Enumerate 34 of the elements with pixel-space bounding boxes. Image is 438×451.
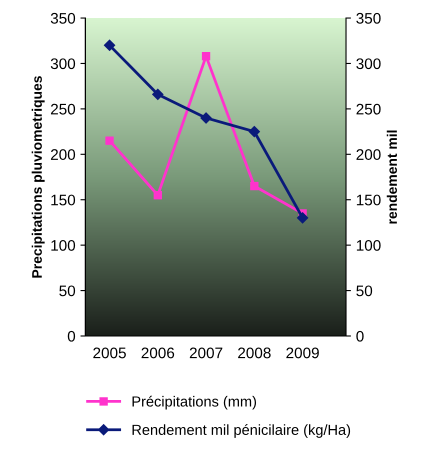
- y2-tick-label: 100: [356, 240, 381, 251]
- y2-tick-label: 200: [356, 149, 381, 160]
- legend-label: Précipitations (mm): [132, 396, 256, 410]
- legend-label: Rendement mil pénicilaire (kg/Ha): [132, 424, 350, 438]
- y-tick-label: 200: [50, 149, 76, 160]
- point: [296, 212, 308, 224]
- y2-tick-label: 350: [356, 12, 381, 24]
- y2-tick-label: 50: [356, 285, 372, 296]
- y-tick-label: 150: [51, 194, 76, 206]
- y2-axis-title: rendement mil: [386, 130, 397, 224]
- y-tick-label: 100: [51, 240, 76, 251]
- y-tick-label: 50: [59, 285, 76, 296]
- point: [154, 191, 162, 200]
- y-tick-label: 0: [68, 330, 76, 342]
- y2-tick-label: 250: [356, 104, 381, 115]
- point: [202, 52, 210, 60]
- y-tick-label: 300: [50, 58, 76, 70]
- point: [200, 112, 212, 124]
- point: [104, 40, 116, 51]
- x-tick-label: 2005: [93, 348, 126, 358]
- x-tick-label: 2006: [142, 348, 174, 358]
- point: [248, 126, 260, 138]
- y2-tick-label: 150: [356, 194, 381, 206]
- x-tick-label: 2008: [238, 348, 271, 358]
- y-tick-label: 250: [50, 104, 76, 115]
- y-axis-title: Precipitations pluviometriques: [32, 76, 45, 278]
- point: [105, 136, 114, 145]
- x-tick-label: 2009: [286, 348, 319, 358]
- y2-tick-label: 0: [356, 330, 364, 342]
- point: [152, 88, 164, 100]
- y2-tick-label: 300: [356, 58, 381, 70]
- point: [250, 182, 258, 190]
- x-tick-label: 2007: [190, 348, 222, 358]
- y-tick-label: 350: [50, 12, 76, 24]
